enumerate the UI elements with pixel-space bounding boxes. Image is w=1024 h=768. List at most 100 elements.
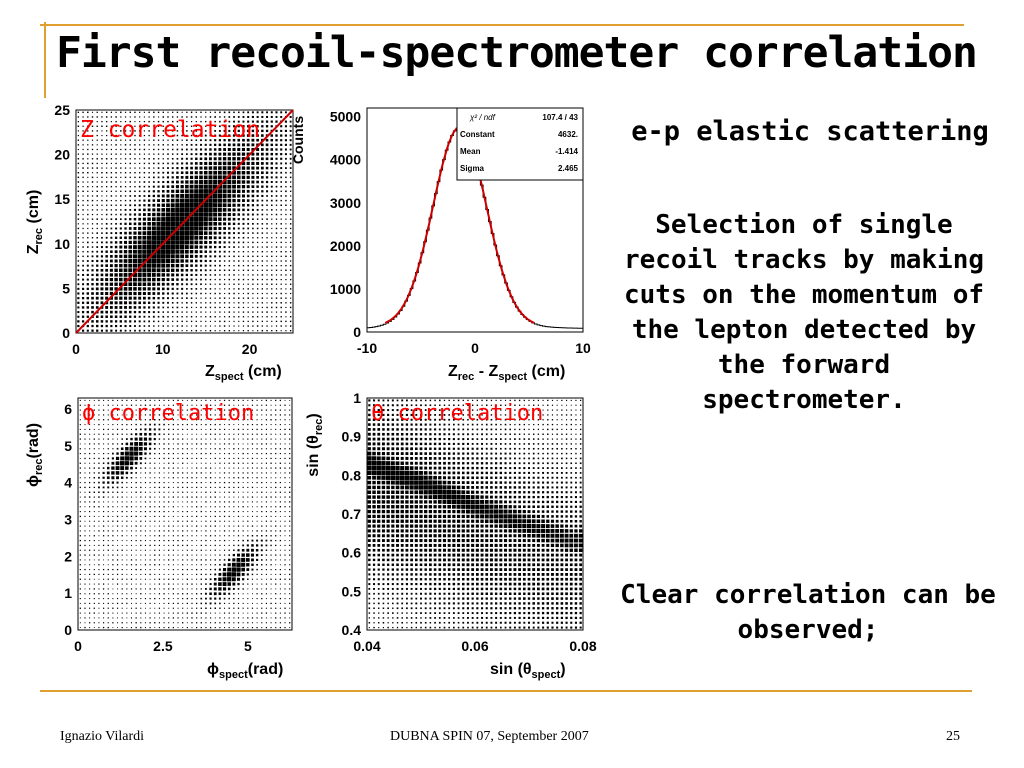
density-cell (233, 264, 235, 267)
density-cell (382, 563, 385, 566)
density-cell (266, 329, 268, 332)
density-cell (154, 462, 156, 464)
density-cell (126, 511, 128, 513)
density-cell (124, 162, 127, 165)
density-cell (409, 475, 414, 480)
density-cell (130, 588, 133, 590)
density-cell (284, 139, 287, 142)
density-cell (214, 414, 216, 416)
density-cell (279, 530, 282, 532)
density-cell (275, 506, 277, 508)
density-cell (275, 311, 278, 313)
density-cell (168, 409, 170, 411)
density-cell (209, 283, 212, 285)
density-cell (284, 544, 286, 546)
density-cell (242, 443, 244, 445)
density-cell (149, 510, 151, 513)
density-cell (101, 134, 103, 137)
density-cell (98, 428, 100, 430)
density-cell (182, 452, 184, 455)
density-cell (275, 199, 278, 202)
density-cell (279, 593, 281, 595)
density-cell (168, 419, 170, 421)
density-cell (171, 273, 175, 277)
density-cell (191, 467, 193, 469)
density-cell (410, 529, 414, 533)
density-cell (166, 287, 170, 291)
density-cell (270, 554, 272, 556)
density-cell (218, 245, 221, 249)
density-cell (204, 274, 207, 276)
density-cell (242, 607, 244, 609)
density-cell (177, 491, 179, 493)
density-cell (275, 588, 277, 590)
density-cell (391, 539, 395, 543)
density-cell (162, 148, 164, 151)
density-cell (196, 622, 198, 624)
density-cell (156, 217, 161, 222)
density-cell (199, 231, 204, 236)
density-cell (209, 292, 212, 295)
density-cell (140, 423, 142, 426)
density-cell (111, 476, 115, 480)
density-cell (110, 176, 113, 179)
density-cell (378, 617, 380, 619)
density-cell (96, 153, 98, 155)
density-cell (100, 315, 104, 318)
density-cell (177, 578, 179, 580)
density-cell (172, 467, 174, 469)
density-cell (266, 241, 268, 244)
density-cell (219, 622, 221, 624)
density-cell (279, 617, 281, 619)
density-cell (251, 573, 254, 576)
density-cell (228, 491, 230, 493)
density-cell (410, 404, 413, 407)
density-cell (242, 213, 245, 216)
density-cell (381, 447, 385, 451)
density-cell (242, 325, 245, 327)
density-cell (115, 471, 120, 475)
density-cell (190, 162, 193, 165)
density-cell (153, 423, 156, 426)
density-cell (101, 181, 103, 183)
density-cell (153, 329, 155, 332)
density-cell (167, 325, 169, 327)
density-cell (161, 254, 166, 259)
density-cell (209, 316, 212, 318)
density-cell (285, 232, 287, 234)
density-cell (387, 578, 390, 581)
density-cell (280, 185, 282, 188)
density-cell (289, 598, 291, 600)
density-cell (154, 399, 156, 401)
density-cell (158, 443, 161, 445)
density-cell (224, 535, 226, 537)
density-cell (158, 612, 161, 614)
density-cell (140, 501, 142, 503)
density-cell (172, 530, 174, 532)
density-cell (170, 244, 175, 250)
density-cell (115, 167, 117, 169)
density-cell (89, 424, 91, 426)
density-cell (176, 148, 179, 151)
density-cell (163, 438, 165, 440)
density-cell (134, 172, 136, 174)
density-cell (196, 462, 198, 464)
density-cell (382, 408, 385, 412)
density-cell (404, 480, 410, 485)
density-cell (110, 130, 113, 132)
density-cell (252, 316, 254, 318)
density-cell (182, 409, 184, 411)
density-cell (135, 423, 137, 426)
density-cell (247, 269, 249, 272)
density-cell (84, 520, 86, 522)
density-cell (242, 116, 245, 118)
density-cell (222, 587, 227, 591)
density-cell (147, 231, 152, 236)
density-cell (121, 564, 123, 566)
density-cell (114, 273, 118, 277)
density-cell (290, 199, 292, 202)
density-cell (247, 306, 249, 309)
density-cell (242, 525, 244, 527)
density-cell (110, 310, 113, 314)
density-cell (237, 152, 241, 156)
